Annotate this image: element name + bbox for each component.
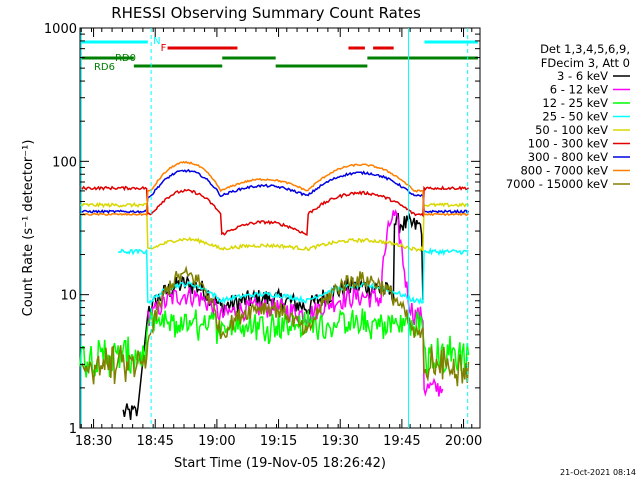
series-line-25-50keV [117,247,469,305]
series-line-6-12keV [147,208,444,397]
state-label-F: F [161,43,167,54]
state-label-RD0: RD0 [115,53,136,64]
legend-label: 12 - 25 keV [542,96,608,110]
x-tick-label: 19:15 [260,434,297,449]
legend-label: 3 - 6 keV [557,69,608,83]
legend-label: 50 - 100 keV [535,123,608,137]
y-tick-label: 1 [69,422,77,437]
series-line-100-300keV [79,185,470,236]
y-tick-label: 1000 [44,22,77,37]
y-axis-label: Count Rate (s⁻¹ detector⁻¹) [21,140,36,317]
chart-title: RHESSI Observing Summary Count Rates [111,4,421,22]
legend-label: 800 - 7000 keV [520,164,608,178]
series-line-7000-15000keV [79,265,470,387]
series-line-800-7000keV [79,160,470,217]
legend: Det 1,3,4,5,6,9,FDecim 3, Att 03 - 6 keV… [506,42,630,191]
legend-label: 100 - 300 keV [528,137,608,151]
x-tick-label: 19:45 [383,434,420,449]
x-tick-label: 19:30 [321,434,358,449]
series-line-50-100keV [79,202,470,253]
footer-timestamp: 21-Oct-2021 08:14 [560,468,636,477]
x-tick-label: 19:00 [198,434,235,449]
y-tick-label: 100 [52,155,77,170]
legend-header-decimation: FDecim 3, Att 0 [541,56,630,70]
x-axis-label: Start Time (19-Nov-05 18:26:42) [174,456,386,471]
legend-label: 25 - 50 keV [542,110,608,124]
plot-frame [79,27,481,429]
legend-header-detectors: Det 1,3,4,5,6,9, [540,42,630,56]
x-tick-label: 18:30 [75,434,112,449]
series-line-3-6keV [122,212,424,420]
state-label-RD6: RD6 [94,62,115,73]
y-tick-label: 10 [60,289,77,304]
axis-layer: 1 10 100 1000 18:30 18:45 19:00 19:15 19:30 19:45… [44,22,482,449]
series-line-300-800keV [79,168,470,215]
legend-label: 7000 - 15000 keV [506,177,608,191]
legend-label: 300 - 800 keV [528,150,608,164]
legend-label: 6 - 12 keV [550,83,608,97]
x-tick-label: 18:45 [136,434,173,449]
x-tick-label: 20:00 [445,434,482,449]
state-label-N: N [153,36,160,47]
